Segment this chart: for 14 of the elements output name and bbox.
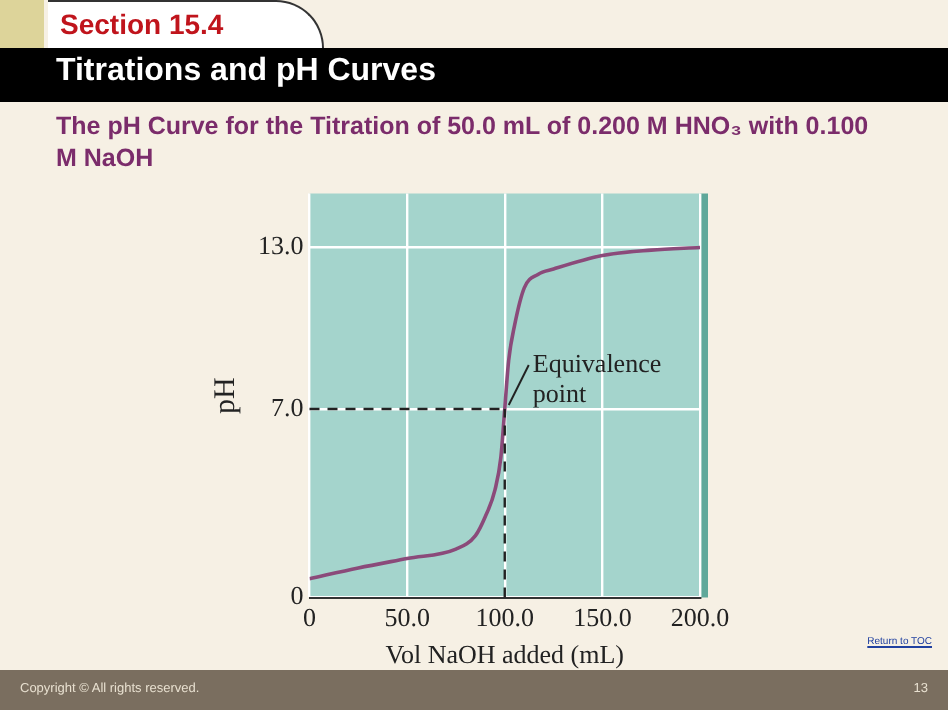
- x-tick-label: 100.0: [475, 602, 534, 633]
- text: Section 15.4: [48, 0, 324, 48]
- y-axis-title: pH: [209, 376, 242, 414]
- y-tick-label: 13.0: [258, 230, 304, 261]
- y-tick-label: 7.0: [271, 391, 304, 422]
- x-tick-label: 150.0: [573, 602, 632, 633]
- annotation: Equivalence point: [532, 347, 662, 408]
- chart-subtitle: The pH Curve for the Titration of 50.0 mL of 0.200 M HNO₃ with 0.100 M NaOH: [56, 110, 871, 174]
- chart-title: Titrations and pH Curves: [0, 48, 948, 102]
- line-series: [309, 245, 700, 581]
- x-tick-label: 50.0: [384, 602, 430, 633]
- x-tick-label: 200.0: [670, 602, 730, 633]
- x-axis-title: Vol NaOH added (mL): [385, 639, 625, 670]
- y-tick-label: 0: [290, 580, 304, 611]
